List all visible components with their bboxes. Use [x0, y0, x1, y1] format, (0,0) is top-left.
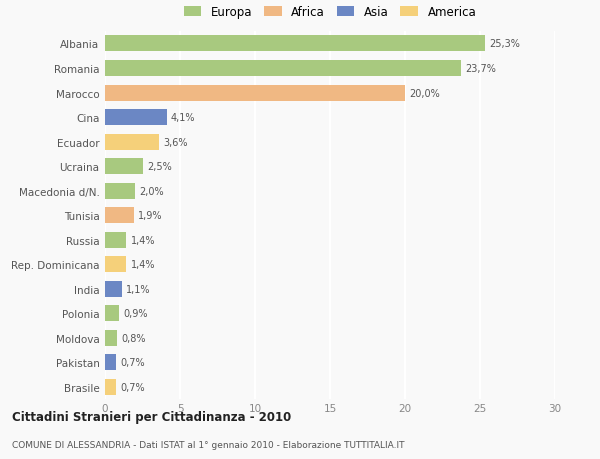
- Text: 4,1%: 4,1%: [171, 113, 196, 123]
- Text: 0,9%: 0,9%: [123, 308, 148, 319]
- Text: Cittadini Stranieri per Cittadinanza - 2010: Cittadini Stranieri per Cittadinanza - 2…: [12, 410, 291, 423]
- Bar: [105, 61, 461, 77]
- Bar: [105, 134, 159, 150]
- Text: 23,7%: 23,7%: [465, 64, 496, 74]
- Bar: [105, 330, 117, 346]
- Bar: [105, 85, 405, 101]
- Text: 20,0%: 20,0%: [409, 88, 440, 98]
- Legend: Europa, Africa, Asia, America: Europa, Africa, Asia, America: [184, 6, 476, 19]
- Text: 1,1%: 1,1%: [126, 284, 151, 294]
- Text: 1,4%: 1,4%: [131, 235, 155, 245]
- Text: 1,9%: 1,9%: [138, 211, 163, 221]
- Text: COMUNE DI ALESSANDRIA - Dati ISTAT al 1° gennaio 2010 - Elaborazione TUTTITALIA.: COMUNE DI ALESSANDRIA - Dati ISTAT al 1°…: [12, 441, 404, 449]
- Bar: [105, 281, 121, 297]
- Bar: [105, 208, 133, 224]
- Bar: [105, 355, 115, 370]
- Bar: [105, 110, 167, 126]
- Text: 2,5%: 2,5%: [147, 162, 172, 172]
- Text: 0,7%: 0,7%: [120, 358, 145, 368]
- Bar: [105, 159, 143, 175]
- Bar: [105, 183, 135, 199]
- Bar: [105, 232, 126, 248]
- Text: 0,8%: 0,8%: [121, 333, 146, 343]
- Bar: [105, 36, 485, 52]
- Text: 3,6%: 3,6%: [163, 137, 188, 147]
- Text: 1,4%: 1,4%: [131, 260, 155, 270]
- Bar: [105, 257, 126, 273]
- Text: 25,3%: 25,3%: [489, 39, 520, 50]
- Text: 0,7%: 0,7%: [120, 382, 145, 392]
- Text: 2,0%: 2,0%: [139, 186, 164, 196]
- Bar: [105, 379, 115, 395]
- Bar: [105, 306, 119, 322]
